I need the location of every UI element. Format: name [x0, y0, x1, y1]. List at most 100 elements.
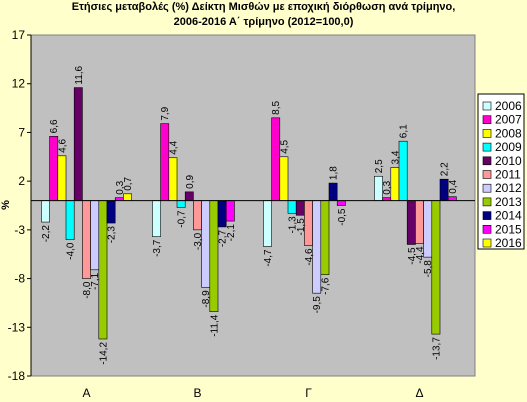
- y-axis-label: %: [0, 200, 12, 210]
- data-label-2016-0: 0,7: [123, 176, 134, 190]
- legend-swatch-2015: [482, 225, 492, 234]
- data-label-2007-3: 0,3: [382, 180, 393, 194]
- bar-2011-3: [415, 200, 424, 244]
- data-label-2008-1: 4,4: [168, 140, 179, 154]
- legend-swatch-2012: [482, 183, 492, 193]
- data-label-2006-1: -3,7: [152, 239, 163, 257]
- bar-2010-2: [295, 200, 305, 216]
- x-category-label: Α: [82, 386, 90, 400]
- axes: 17 12 7 2 -3 -8 -13 -18% Α Β Γ Δ: [0, 28, 475, 400]
- data-label-2007-0: 6,6: [49, 119, 60, 133]
- bars: [41, 87, 457, 340]
- data-label-2007-2: 8,5: [271, 100, 282, 114]
- data-label-2014-1: -2,7: [218, 229, 229, 247]
- data-label-2008-0: 4,6: [57, 138, 68, 152]
- y-tick-label: 17: [12, 28, 26, 42]
- bar-2010-3: [406, 200, 416, 245]
- chart-title-line2: 2006-2016 Α΄ τρίμηνο (2012=100,0): [173, 16, 354, 28]
- legend-swatch-2009: [482, 142, 492, 152]
- bar-2009-1: [176, 200, 186, 208]
- data-label-2010-3: -4,5: [407, 247, 418, 265]
- legend-label-2015: 2015: [495, 222, 522, 236]
- data-label-2015-1: -2,1: [226, 224, 237, 242]
- bar-2013-2: [320, 200, 330, 275]
- data-label-2012-1: -8,9: [201, 290, 212, 308]
- data-label-2015-2: -0,5: [337, 208, 348, 226]
- bar-2011-1: [193, 200, 202, 231]
- y-tick-label: -18: [8, 369, 26, 383]
- y-tick-label: 7: [18, 125, 25, 139]
- data-label-2011-3: -4,4: [415, 246, 426, 264]
- data-label-2014-0: -2,3: [107, 226, 118, 244]
- data-label-2011-1: -3,0: [193, 232, 204, 250]
- legend-swatch-2008: [482, 129, 492, 138]
- legend-label-2009: 2009: [495, 140, 522, 154]
- bar-2007-1: [160, 123, 170, 201]
- bar-2008-2: [279, 156, 289, 201]
- y-tick-label: -3: [14, 223, 25, 237]
- data-label-2010-0: 11,6: [74, 65, 85, 84]
- bar-2009-3: [398, 140, 408, 201]
- legend-label-2012: 2012: [495, 181, 522, 195]
- data-label-2009-3: 6,1: [399, 124, 410, 138]
- bar-2013-0: [98, 200, 108, 340]
- bar-2006-2: [263, 200, 272, 247]
- bar-2011-0: [82, 200, 91, 279]
- bar-2010-0: [73, 87, 83, 201]
- data-label-2013-0: -14,2: [98, 342, 109, 365]
- legend-label-2014: 2014: [495, 209, 522, 223]
- chart-title: Ετήσιες μεταβολές (%) Δείκτη Μισθών με ε…: [0, 0, 527, 30]
- data-label-2009-1: -0,7: [177, 210, 188, 228]
- bar-2010-1: [184, 191, 194, 201]
- bar-2008-1: [168, 157, 178, 201]
- data-label-2011-2: -4,6: [304, 248, 315, 266]
- data-label-2012-0: -7,1: [90, 272, 101, 290]
- data-label-2006-0: -2,2: [41, 225, 52, 243]
- data-labels: -2,26,64,6-4,011,6-8,0-7,1-14,2-2,30,30,…: [41, 65, 459, 364]
- x-category-label: Δ: [415, 386, 423, 400]
- bar-2014-2: [328, 182, 338, 201]
- x-category-label: Β: [193, 386, 201, 400]
- data-label-2009-2: -1,3: [288, 216, 299, 234]
- y-tick-label: 12: [12, 77, 26, 91]
- data-label-2012-3: -5,8: [423, 260, 434, 278]
- y-tick-label: -13: [8, 320, 26, 334]
- legend: 2006200720082009201020112012201320142015…: [477, 93, 525, 250]
- bar-2012-0: [90, 200, 100, 271]
- bar-2015-1: [225, 200, 235, 222]
- data-label-2007-1: 7,9: [160, 106, 171, 120]
- legend-label-2006: 2006: [495, 99, 522, 113]
- legend-swatch-2010: [482, 156, 492, 166]
- data-label-2006-2: -4,7: [263, 249, 274, 267]
- bar-2009-2: [287, 200, 297, 214]
- legend-swatch-2013: [482, 197, 492, 207]
- bar-2015-3: [447, 196, 457, 201]
- bar-2007-2: [271, 117, 281, 201]
- data-label-2015-0: 0,3: [115, 180, 126, 194]
- data-label-2013-1: -11,4: [209, 314, 220, 336]
- data-label-2009-0: -4,0: [66, 242, 77, 260]
- data-label-2013-2: -7,6: [320, 277, 331, 295]
- legend-swatch-2011: [482, 170, 492, 179]
- legend-label-2013: 2013: [495, 195, 522, 209]
- bar-2014-1: [217, 200, 227, 228]
- bar-2015-2: [336, 200, 346, 206]
- data-label-2010-1: 0,9: [185, 175, 196, 189]
- chart-title-line1: Ετήσιες μεταβολές (%) Δείκτη Μισθών με ε…: [71, 1, 456, 13]
- y-tick-label: -8: [14, 272, 25, 286]
- data-label-2014-3: 2,2: [440, 162, 451, 176]
- data-label-2008-2: 4,5: [279, 139, 290, 153]
- y-tick-label: 2: [18, 174, 25, 188]
- data-label-2013-3: -13,7: [431, 337, 442, 360]
- legend-swatch-2016: [482, 238, 492, 248]
- bar-2009-0: [65, 200, 75, 240]
- legend-swatch-2006: [482, 101, 492, 111]
- data-label-2008-3: 3,4: [390, 150, 401, 164]
- bar-2014-0: [106, 200, 116, 224]
- bar-2008-0: [57, 155, 67, 201]
- data-label-2006-3: 2,5: [374, 159, 385, 173]
- data-label-2010-2: -1,5: [296, 218, 307, 236]
- legend-label-2008: 2008: [495, 126, 522, 140]
- bar-2006-0: [41, 200, 50, 223]
